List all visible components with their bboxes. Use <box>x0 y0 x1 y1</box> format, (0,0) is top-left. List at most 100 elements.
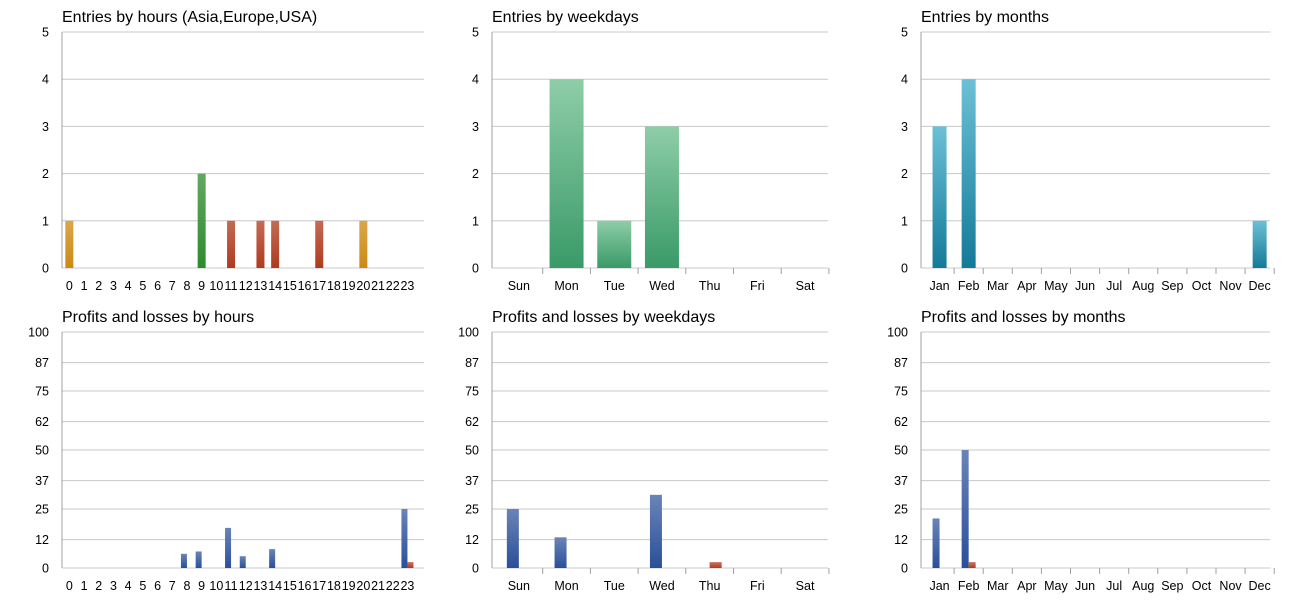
bar <box>932 126 947 269</box>
x-tick-label: Mar <box>987 279 1009 293</box>
x-tick-label: 2 <box>95 579 102 593</box>
x-tick-label: Tue <box>604 579 625 593</box>
x-tick-label: 12 <box>239 579 253 593</box>
x-tick-label: 22 <box>386 279 400 293</box>
x-tick-label: 20 <box>356 579 370 593</box>
x-tick-label: 1 <box>81 279 88 293</box>
profit-bar <box>932 518 940 568</box>
x-tick-label: 4 <box>125 579 132 593</box>
x-tick-label: Sun <box>508 579 530 593</box>
y-tick-label: 87 <box>894 356 908 370</box>
x-tick-label: 23 <box>400 279 414 293</box>
y-tick-label: 62 <box>465 415 479 429</box>
x-tick-label: 21 <box>371 579 385 593</box>
bar <box>227 220 236 268</box>
profit-bar <box>269 549 276 568</box>
bar <box>644 126 679 269</box>
profit-bar <box>239 556 246 568</box>
x-tick-label: 7 <box>169 579 176 593</box>
y-tick-label: 87 <box>35 356 49 370</box>
entries-by-hours-chart: Entries by hours (Asia,Europe,USA) 01234… <box>42 9 424 293</box>
x-tick-label: 5 <box>139 579 146 593</box>
chart-title: Entries by weekdays <box>492 9 639 26</box>
x-tick-label: Nov <box>1219 279 1242 293</box>
profit-bar <box>225 527 232 568</box>
bar <box>271 220 280 268</box>
x-tick-label: Feb <box>958 279 980 293</box>
y-tick-label: 3 <box>472 120 479 134</box>
x-tick-label: 20 <box>356 279 370 293</box>
y-tick-label: 2 <box>472 167 479 181</box>
y-tick-label: 4 <box>472 73 479 87</box>
y-tick-label: 62 <box>894 415 908 429</box>
x-tick-label: Wed <box>649 579 675 593</box>
x-tick-label: 0 <box>66 279 73 293</box>
entries-by-weekdays-chart: Entries by weekdays 0 1 2 3 4 5 Sun Mon Tue Wed Th… <box>472 9 830 293</box>
x-tick-label: Nov <box>1219 579 1242 593</box>
profits-losses-by-weekdays-chart: Profits and losses by weekdays 0 12 25 37 50… <box>458 309 830 593</box>
x-tick-label: 4 <box>125 279 132 293</box>
x-tick-label: Mar <box>987 579 1009 593</box>
x-tick-label: Aug <box>1132 579 1154 593</box>
x-tick-label: Aug <box>1132 279 1154 293</box>
chart-title: Profits and losses by weekdays <box>492 309 715 326</box>
x-tick-label: 1 <box>81 579 88 593</box>
bar <box>961 79 976 268</box>
chart-title: Entries by hours (Asia,Europe,USA) <box>62 9 317 26</box>
y-tick-label: 25 <box>35 503 49 517</box>
profit-bar <box>195 551 202 568</box>
x-tick-label: Oct <box>1192 579 1212 593</box>
y-tick-label: 3 <box>901 120 908 134</box>
x-tick-label: 5 <box>139 279 146 293</box>
y-tick-label: 5 <box>901 26 908 40</box>
y-tick-label: 1 <box>472 214 479 228</box>
x-tick-label: 10 <box>209 579 223 593</box>
y-tick-label: 62 <box>35 415 49 429</box>
y-tick-label: 12 <box>35 533 49 547</box>
x-tick-label: Oct <box>1192 279 1212 293</box>
x-tick-label: 22 <box>386 579 400 593</box>
y-tick-label: 75 <box>894 385 908 399</box>
y-tick-label: 25 <box>465 503 479 517</box>
x-tick-label: 3 <box>110 579 117 593</box>
loss-bar <box>407 562 414 568</box>
x-tick-label: Thu <box>699 279 721 293</box>
x-tick-label: Jun <box>1075 579 1095 593</box>
y-tick-label: 12 <box>465 533 479 547</box>
profits-losses-by-months-chart: Profits and losses by months 0 12 25 37 50 62… <box>887 309 1275 593</box>
x-tick-label: 6 <box>154 279 161 293</box>
x-tick-label: 7 <box>169 279 176 293</box>
x-tick-label: 14 <box>268 279 282 293</box>
x-tick-label: Dec <box>1249 579 1271 593</box>
x-tick-label: Thu <box>699 579 721 593</box>
y-tick-label: 4 <box>42 73 49 87</box>
x-tick-label: 19 <box>342 579 356 593</box>
y-tick-label: 0 <box>901 562 908 576</box>
y-tick-label: 2 <box>42 167 49 181</box>
y-tick-label: 100 <box>887 326 908 340</box>
x-tick-label: Sat <box>796 279 815 293</box>
x-tick-label: 21 <box>371 279 385 293</box>
x-tick-label: May <box>1044 279 1068 293</box>
x-tick-label: 18 <box>327 579 341 593</box>
x-tick-label: Sun <box>508 279 530 293</box>
x-tick-label: Jan <box>929 279 949 293</box>
x-tick-label: Sep <box>1161 579 1183 593</box>
y-tick-label: 1 <box>42 214 49 228</box>
x-tick-label: Mon <box>554 579 578 593</box>
y-tick-label: 100 <box>458 326 479 340</box>
x-tick-label: Jul <box>1106 579 1122 593</box>
x-tick-label: 8 <box>183 279 190 293</box>
x-tick-label: Feb <box>958 579 980 593</box>
x-tick-label: Tue <box>604 279 625 293</box>
x-tick-label: 12 <box>239 279 253 293</box>
y-tick-label: 0 <box>42 562 49 576</box>
loss-bar <box>968 562 976 568</box>
x-tick-label: 8 <box>183 579 190 593</box>
y-tick-label: 3 <box>42 120 49 134</box>
y-tick-label: 50 <box>894 444 908 458</box>
x-tick-label: 19 <box>342 279 356 293</box>
bar <box>65 220 74 268</box>
x-tick-label: Dec <box>1249 279 1271 293</box>
